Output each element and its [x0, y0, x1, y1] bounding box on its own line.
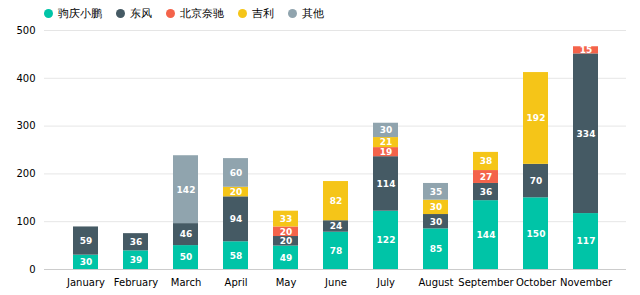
svg-text:36: 36 [480, 187, 493, 197]
svg-text:192: 192 [527, 113, 546, 123]
svg-text:122: 122 [377, 235, 396, 245]
svg-text:February: February [114, 277, 158, 288]
svg-text:April: April [225, 277, 248, 288]
svg-text:82: 82 [330, 196, 343, 206]
svg-text:36: 36 [130, 237, 143, 247]
svg-text:January: January [66, 277, 105, 288]
svg-text:85: 85 [430, 244, 443, 254]
svg-text:30: 30 [430, 217, 443, 227]
svg-text:300: 300 [16, 120, 35, 131]
html-text:其他: 其他 [302, 7, 324, 20]
svg-text:15: 15 [580, 45, 593, 55]
svg-text:June: June [324, 277, 347, 288]
svg-text:78: 78 [330, 246, 343, 256]
svg-text:19: 19 [380, 147, 393, 157]
svg-text:58: 58 [230, 251, 243, 261]
svg-text:21: 21 [380, 137, 393, 147]
svg-text:38: 38 [480, 156, 493, 166]
svg-text:94: 94 [230, 214, 243, 224]
svg-text:100: 100 [16, 216, 35, 227]
svg-text:October: October [516, 277, 557, 288]
svg-text:33: 33 [280, 214, 293, 224]
svg-text:27: 27 [480, 172, 493, 182]
svg-text:24: 24 [330, 221, 343, 231]
svg-text:500: 500 [16, 25, 35, 36]
html-text:吉利: 吉利 [252, 7, 274, 20]
svg-text:117: 117 [577, 236, 596, 246]
svg-text:30: 30 [380, 125, 393, 135]
svg-text:November: November [560, 277, 613, 288]
svg-text:334: 334 [577, 129, 596, 139]
svg-text:50: 50 [180, 252, 193, 262]
html-text:东风: 东风 [130, 7, 152, 20]
svg-text:70: 70 [530, 176, 543, 186]
svg-text:September: September [458, 277, 514, 288]
svg-text:144: 144 [477, 230, 496, 240]
svg-text:March: March [171, 277, 201, 288]
svg-text:35: 35 [430, 187, 443, 197]
svg-text:July: July [376, 277, 395, 288]
svg-text:20: 20 [280, 236, 293, 246]
svg-text:114: 114 [377, 179, 396, 189]
svg-text:August: August [419, 277, 454, 288]
html-text:驹庆小鹏: 驹庆小鹏 [58, 7, 102, 20]
svg-text:49: 49 [280, 253, 293, 263]
svg-text:60: 60 [230, 168, 243, 178]
svg-text:May: May [276, 277, 297, 288]
svg-text:30: 30 [430, 202, 443, 212]
svg-text:20: 20 [280, 227, 293, 237]
svg-text:30: 30 [80, 257, 93, 267]
svg-text:39: 39 [130, 255, 143, 265]
html-text:北京奈驰: 北京奈驰 [180, 7, 224, 20]
svg-text:0: 0 [29, 264, 35, 275]
svg-text:20: 20 [230, 187, 243, 197]
svg-text:400: 400 [16, 73, 35, 84]
svg-text:150: 150 [527, 229, 546, 239]
svg-text:200: 200 [16, 168, 35, 179]
svg-text:142: 142 [177, 185, 196, 195]
svg-text:59: 59 [80, 236, 93, 246]
svg-text:46: 46 [180, 229, 193, 239]
